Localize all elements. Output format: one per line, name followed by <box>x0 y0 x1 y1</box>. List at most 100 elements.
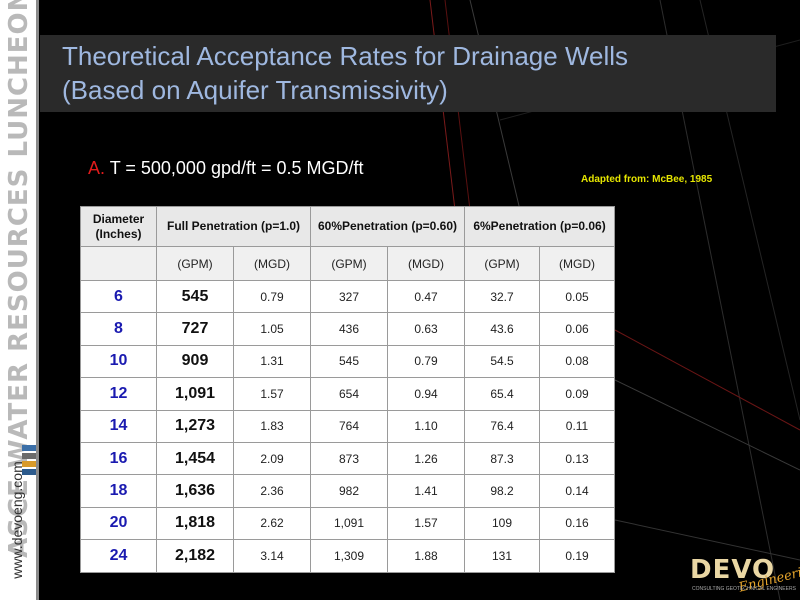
six-gpm-cell: 109 <box>464 506 540 541</box>
six-gpm-cell: 43.6 <box>464 312 540 346</box>
full-gpm-cell: 1,636 <box>156 474 234 508</box>
table-row: 18 1,636 2.36 982 1.41 98.2 0.14 <box>80 474 615 508</box>
six-gpm-cell: 76.4 <box>464 409 540 443</box>
six-mgd-cell: 0.13 <box>539 441 615 476</box>
diameter-cell: 8 <box>80 312 157 346</box>
sixty-gpm-cell: 327 <box>310 279 388 314</box>
six-mgd-cell: 0.19 <box>539 539 615 573</box>
diameter-cell: 18 <box>80 474 157 508</box>
sixty-gpm-cell: 873 <box>310 441 388 476</box>
header-diameter: Diameter (Inches) <box>80 206 157 247</box>
full-mgd-cell: 2.36 <box>233 474 311 508</box>
six-mgd-cell: 0.05 <box>539 279 615 314</box>
full-mgd-cell: 2.09 <box>233 441 311 476</box>
sixty-mgd-cell: 1.41 <box>387 474 465 508</box>
devo-logo: DEVO Engineering CONSULTING GEOTECHNICAL… <box>690 555 800 597</box>
six-gpm-cell: 87.3 <box>464 441 540 476</box>
table-row: 6 545 0.79 327 0.47 32.7 0.05 <box>80 279 615 314</box>
header-6-penetration: 6%Penetration (p=0.06) <box>464 206 615 247</box>
full-mgd-cell: 3.14 <box>233 539 311 573</box>
slide-title: Theoretical Acceptance Rates for Drainag… <box>62 39 762 107</box>
unit-header: (MGD) <box>233 246 311 281</box>
diameter-cell: 10 <box>80 344 157 379</box>
diameter-cell: 14 <box>80 409 157 443</box>
six-gpm-cell: 32.7 <box>464 279 540 314</box>
sixty-gpm-cell: 1,309 <box>310 539 388 573</box>
full-gpm-cell: 1,818 <box>156 506 234 541</box>
sixty-mgd-cell: 0.47 <box>387 279 465 314</box>
full-gpm-cell: 727 <box>156 312 234 346</box>
full-mgd-cell: 1.05 <box>233 312 311 346</box>
diameter-cell: 16 <box>80 441 157 476</box>
full-gpm-cell: 909 <box>156 344 234 379</box>
full-mgd-cell: 2.62 <box>233 506 311 541</box>
six-mgd-cell: 0.11 <box>539 409 615 443</box>
full-gpm-cell: 2,182 <box>156 539 234 573</box>
full-gpm-cell: 1,273 <box>156 409 234 443</box>
sixty-mgd-cell: 0.63 <box>387 312 465 346</box>
sixty-mgd-cell: 1.26 <box>387 441 465 476</box>
unit-header: (MGD) <box>539 246 615 281</box>
six-mgd-cell: 0.06 <box>539 312 615 346</box>
six-mgd-cell: 0.14 <box>539 474 615 508</box>
table-row: 8 727 1.05 436 0.63 43.6 0.06 <box>80 312 615 346</box>
sixty-mgd-cell: 0.79 <box>387 344 465 379</box>
sidebar-block <box>22 453 36 459</box>
title-line-2: (Based on Aquifer Transmissivity) <box>62 75 448 105</box>
units-blank <box>80 246 157 281</box>
table-row: 20 1,818 2.62 1,091 1.57 109 0.16 <box>80 506 615 541</box>
diameter-cell: 12 <box>80 377 157 411</box>
acceptance-rate-table: Diameter (Inches) Full Penetration (p=1.… <box>80 206 615 573</box>
six-gpm-cell: 65.4 <box>464 377 540 411</box>
table-row: 24 2,182 3.14 1,309 1.88 131 0.19 <box>80 539 615 573</box>
sidebar-block <box>22 445 36 451</box>
full-mgd-cell: 0.79 <box>233 279 311 314</box>
source-note: Adapted from: McBee, 1985 <box>581 174 713 185</box>
full-gpm-cell: 545 <box>156 279 234 314</box>
six-mgd-cell: 0.08 <box>539 344 615 379</box>
sidebar-strip <box>0 0 38 600</box>
full-mgd-cell: 1.83 <box>233 409 311 443</box>
diameter-cell: 6 <box>80 279 157 314</box>
subtitle-text: T = 500,000 gpd/ft = 0.5 MGD/ft <box>109 158 364 178</box>
table-row: 14 1,273 1.83 764 1.10 76.4 0.11 <box>80 409 615 443</box>
six-mgd-cell: 0.16 <box>539 506 615 541</box>
full-mgd-cell: 1.57 <box>233 377 311 411</box>
sixty-gpm-cell: 982 <box>310 474 388 508</box>
title-bar <box>40 35 776 112</box>
sidebar-color-blocks <box>22 445 36 477</box>
diameter-cell: 24 <box>80 539 157 573</box>
header-full-penetration: Full Penetration (p=1.0) <box>156 206 311 247</box>
sixty-gpm-cell: 436 <box>310 312 388 346</box>
sidebar-block <box>22 469 36 475</box>
six-gpm-cell: 131 <box>464 539 540 573</box>
table-row: 16 1,454 2.09 873 1.26 87.3 0.13 <box>80 441 615 476</box>
table-row: 10 909 1.31 545 0.79 54.5 0.08 <box>80 344 615 379</box>
sidebar-block <box>22 461 36 467</box>
sixty-mgd-cell: 1.10 <box>387 409 465 443</box>
six-gpm-cell: 98.2 <box>464 474 540 508</box>
diameter-cell: 20 <box>80 506 157 541</box>
sixty-mgd-cell: 0.94 <box>387 377 465 411</box>
table-row: 12 1,091 1.57 654 0.94 65.4 0.09 <box>80 377 615 411</box>
subtitle-letter: A. <box>88 158 106 178</box>
six-gpm-cell: 54.5 <box>464 344 540 379</box>
transmissivity-line: A. T = 500,000 gpd/ft = 0.5 MGD/ft <box>88 158 364 179</box>
six-mgd-cell: 0.09 <box>539 377 615 411</box>
unit-header: (GPM) <box>156 246 234 281</box>
full-mgd-cell: 1.31 <box>233 344 311 379</box>
sixty-mgd-cell: 1.57 <box>387 506 465 541</box>
sixty-gpm-cell: 654 <box>310 377 388 411</box>
sixty-gpm-cell: 764 <box>310 409 388 443</box>
unit-header: (GPM) <box>310 246 388 281</box>
sidebar-divider <box>36 0 39 600</box>
sixty-gpm-cell: 545 <box>310 344 388 379</box>
sixty-gpm-cell: 1,091 <box>310 506 388 541</box>
unit-header: (MGD) <box>387 246 465 281</box>
sixty-mgd-cell: 1.88 <box>387 539 465 573</box>
logo-tagline: CONSULTING GEOTECHNICAL ENGINEERS <box>692 586 796 592</box>
logo-name: DEVO <box>690 555 776 585</box>
header-60-penetration: 60%Penetration (p=0.60) <box>310 206 465 247</box>
unit-header: (GPM) <box>464 246 540 281</box>
full-gpm-cell: 1,454 <box>156 441 234 476</box>
